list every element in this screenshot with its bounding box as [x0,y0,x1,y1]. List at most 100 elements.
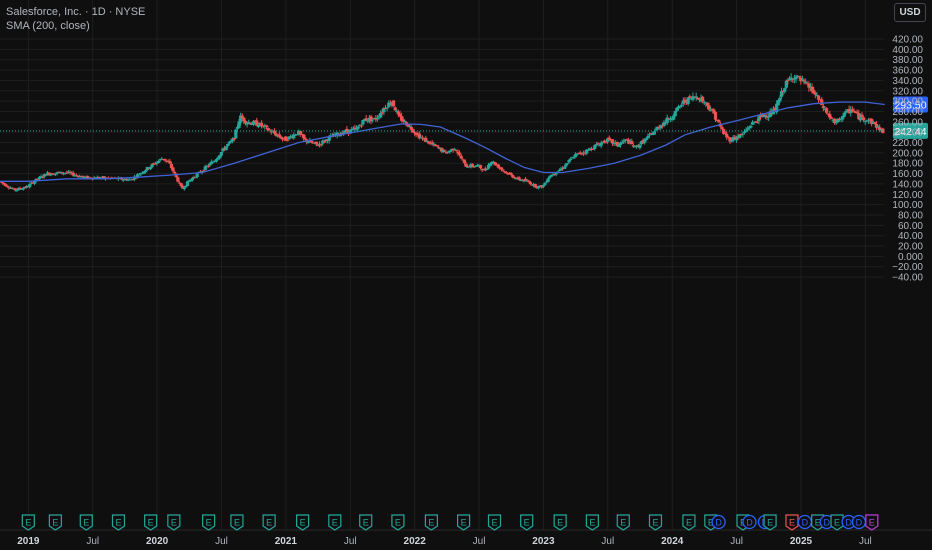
earnings-marker[interactable]: E [487,514,502,531]
candle-body [445,152,449,154]
candle-body [21,187,25,190]
candle-body [474,166,478,168]
candle-body [644,138,648,141]
earnings-marker[interactable]: E [865,514,879,531]
candle-body [591,148,595,150]
earnings-marker[interactable]: E [648,514,663,531]
earnings-marker[interactable]: E [553,514,567,531]
candle-body [152,163,156,165]
candle-body [216,157,220,160]
candle-body [168,160,172,164]
svg-text:D: D [746,518,753,528]
candle-body [707,105,711,110]
candle-body [280,138,285,140]
candle-body [575,153,579,155]
earnings-marker[interactable]: E [328,514,342,531]
dividend-marker[interactable]: D [711,514,726,530]
candle-body [763,114,768,118]
candle-body [195,173,199,178]
earnings-marker[interactable]: E [202,514,216,531]
candle-body [253,120,257,122]
candle-body [837,118,842,120]
candle-body [50,173,54,175]
dividend-marker[interactable]: D [797,514,812,530]
candle-body [187,180,191,182]
candle-body [678,105,682,107]
candle-body [501,169,505,171]
earnings-marker[interactable]: E [230,514,244,531]
candle-body [89,177,93,179]
earnings-marker[interactable]: E [456,514,471,531]
candle-body [573,154,578,158]
candle-body [622,140,626,142]
dividend-marker[interactable]: D [819,514,834,530]
candle-body [269,131,273,133]
candle-body [362,119,367,122]
earnings-marker[interactable]: E [520,514,534,531]
candle-body [625,139,629,141]
x-tick-label: Jul [86,536,99,547]
candle-body [680,104,684,106]
earnings-marker[interactable]: E [585,514,599,531]
candle-body [515,177,520,179]
candle-body [845,109,850,111]
candle-body [205,165,209,167]
candle-body [494,164,499,166]
candle-body [696,97,700,100]
earnings-marker[interactable]: E [763,514,777,531]
earnings-marker[interactable]: E [359,514,373,531]
candle-body [594,144,598,146]
earnings-marker[interactable]: E [296,514,310,531]
earnings-marker[interactable]: E [48,514,62,531]
candle-body [755,122,759,124]
candle-body [499,167,504,170]
price-axis[interactable]: 420.00400.00380.00360.00340.00320.00300.… [892,35,923,284]
candle-body [512,177,516,179]
earnings-marker[interactable]: E [830,514,844,531]
candle-body [380,111,384,113]
candle-body [70,172,74,174]
earnings-marker[interactable]: E [167,514,181,531]
candle-body [738,134,742,138]
svg-text:E: E [300,518,306,528]
svg-text:E: E [395,518,401,528]
indicator-title[interactable]: SMA (200, close) [6,20,90,32]
earnings-marker[interactable]: E [785,514,799,531]
candle-body [530,184,534,186]
candle-body [181,185,185,189]
candle-body [295,134,299,136]
symbol-title[interactable]: Salesforce, Inc. · 1D · NYSE [6,6,146,18]
earnings-marker[interactable]: E [144,514,158,531]
candle-body [451,148,455,151]
candle-body [359,125,363,127]
candle-body [792,78,796,80]
candle-body [16,188,21,191]
candle-body [406,124,410,127]
earnings-marker[interactable]: E [79,514,93,531]
candle-body [580,153,584,155]
earnings-marker[interactable]: E [111,514,126,531]
dividend-marker[interactable]: D [742,514,757,530]
svg-text:E: E [815,518,821,528]
currency-button[interactable]: USD [894,3,926,22]
earnings-marker[interactable]: E [391,514,405,531]
candle-body [53,173,58,175]
earnings-marker[interactable]: E [616,514,630,531]
earnings-marker[interactable]: E [262,514,276,531]
candle-body [356,126,360,129]
candle-body [672,115,676,120]
earnings-marker[interactable]: E [21,514,35,531]
candle-body [791,78,795,80]
candle-body [66,171,71,173]
candle-body [612,142,616,144]
candle-body [0,182,5,184]
earnings-marker[interactable]: E [682,514,696,531]
time-axis[interactable]: 2019 Jul 2020 Jul 2021 Jul 2022 Jul 2023 Jul 2024 J… [0,529,932,547]
candle-body [784,80,788,88]
earnings-marker[interactable]: E [424,514,438,531]
dividend-marker[interactable]: D [851,514,867,530]
svg-text:D: D [715,518,722,528]
candle-body [639,141,644,145]
candle-body [523,178,528,182]
